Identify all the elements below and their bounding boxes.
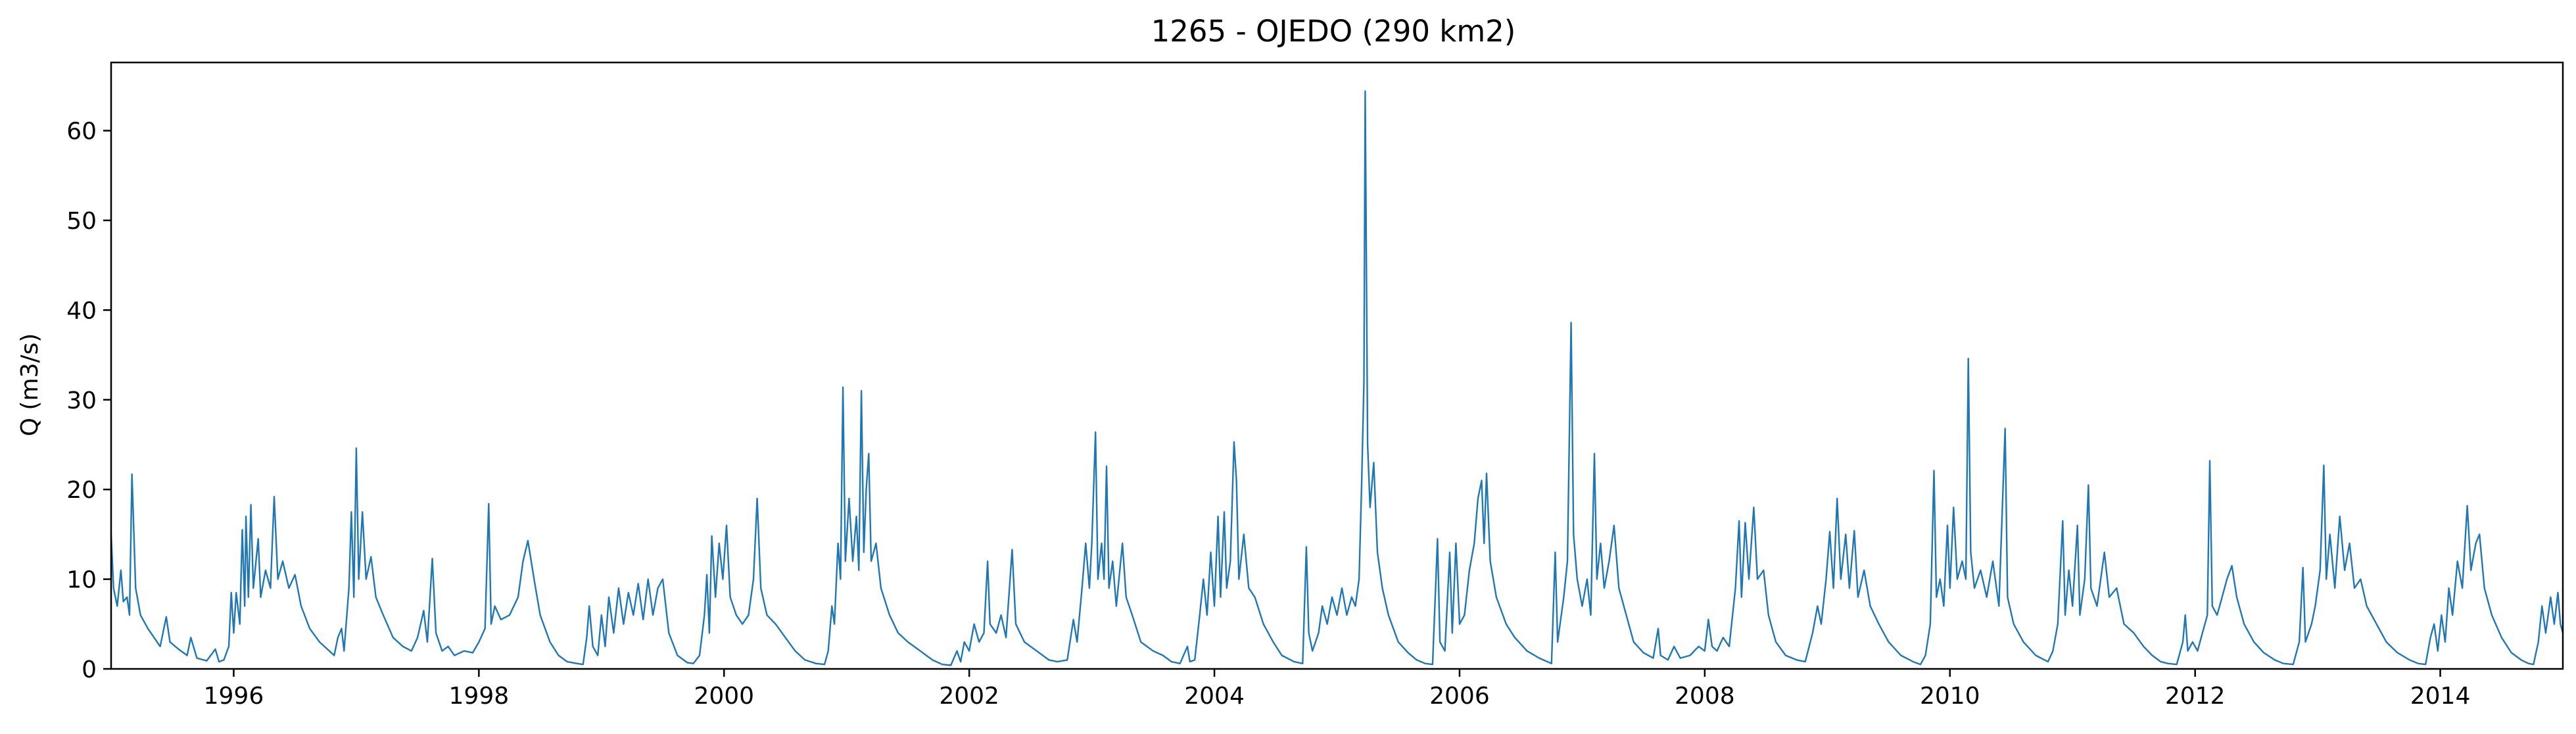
y-tick-label: 30	[66, 387, 97, 414]
y-axis-label: Q (m3/s)	[16, 333, 43, 437]
y-tick-label: 40	[66, 297, 97, 324]
y-tick-label: 10	[66, 567, 97, 594]
y-tick-label: 50	[66, 208, 97, 235]
x-tick-label: 1996	[204, 683, 264, 710]
x-tick-label: 2014	[2410, 683, 2471, 710]
x-tick-label: 2002	[939, 683, 999, 710]
y-tick-label: 0	[82, 656, 97, 683]
x-tick-label: 2000	[694, 683, 754, 710]
x-tick-label: 1998	[449, 683, 510, 710]
plot-frame	[110, 61, 2564, 670]
x-tick-label: 2006	[1429, 683, 1490, 710]
y-tick-label: 20	[66, 477, 97, 504]
y-axis-ticks: 0 10 20 30 40 50 60	[66, 118, 111, 683]
chart-title: 1265 - OJEDO (290 km2)	[1151, 14, 1516, 49]
x-tick-label: 2010	[1920, 683, 1980, 710]
x-axis-ticks: 1996 1998 2000 2002 2004 2006 2008 2010 2012 2014	[204, 669, 2471, 710]
y-tick-label: 60	[66, 118, 97, 145]
discharge-series-line	[110, 90, 2564, 666]
x-tick-label: 2004	[1184, 683, 1245, 710]
plot-area	[110, 90, 2564, 666]
x-tick-label: 2008	[1675, 683, 1735, 710]
x-tick-label: 2012	[2165, 683, 2226, 710]
